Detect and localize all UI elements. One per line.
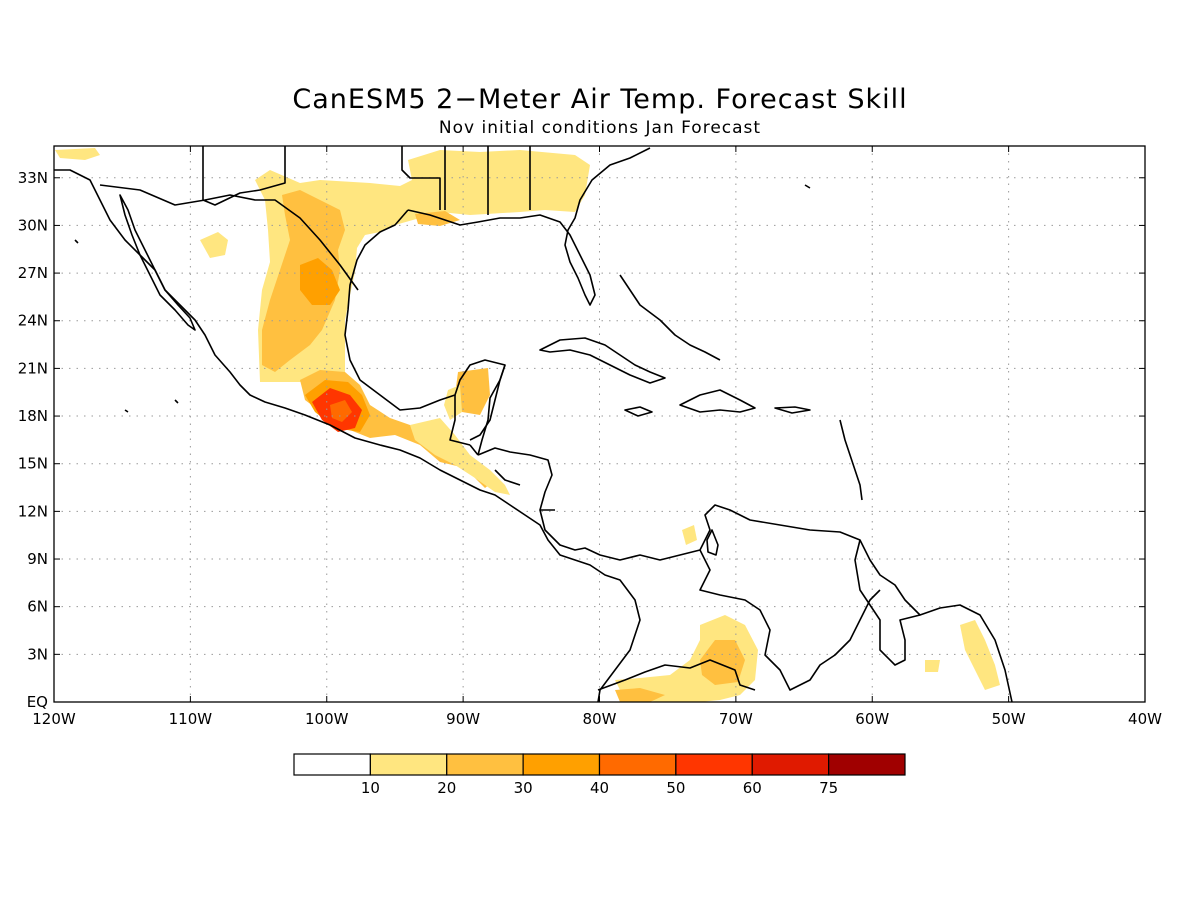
colorbar-label: 20 [437,779,456,797]
y-tick-label: 33N [18,169,48,187]
colorbar-swatch [369,753,448,776]
coast-bahamas [619,274,721,361]
border-us-mexico [99,184,359,291]
lake-maracaibo [706,529,719,556]
colorbar-label: 40 [590,779,609,797]
coast-cuba [539,337,666,384]
y-tick-label: 21N [18,359,48,377]
coast-baja [119,194,196,331]
coast-central-america-caribbean [477,447,1013,702]
axes: 120W 110W 100W 90W 80W 70W 60W 50W 40W EQ 3N 6N 9N 12… [18,146,1162,728]
coast-yucatan-east [477,364,506,456]
border-south-america [699,539,921,691]
coast-jamaica [624,406,653,417]
colorbar-swatch [751,753,830,776]
map-title: CanESM5 2−Meter Air Temp. Forecast Skill [292,84,908,115]
skill-region-colombia-core [700,640,745,685]
skill-region-yucatan-yellow [444,385,462,420]
y-tick-label: 18N [18,407,48,425]
skill-region-colombia-south [615,688,665,702]
y-tick-label: 9N [27,550,48,568]
colorbar-swatch [828,753,906,776]
coast-us-gulf [407,147,651,306]
x-tick-label: 120W [32,710,76,728]
x-tick-label: 60W [855,710,889,728]
colorbar-label: 50 [666,779,685,797]
coast-hispaniola [679,389,756,413]
coast-gulf-of-mexico [344,209,506,441]
colorbar-swatch [446,753,524,776]
skill-region-yucatan [455,368,490,415]
x-tick-label: 100W [305,710,349,728]
colorbar-label: 75 [819,779,838,797]
coastline-layer [54,146,1013,702]
colorbar-label: 10 [361,779,380,797]
coast-lesser-antilles [839,419,863,501]
x-tick-label: 40W [1128,710,1162,728]
colorbar-swatch [522,753,601,776]
coast-small-islands [74,184,811,413]
skill-region-guiana [960,620,1000,690]
border-us-states [202,146,531,215]
colorbar-swatch [293,753,371,776]
skill-region-texas-louisiana [200,232,228,258]
skill-region-guatemala-honduras [410,418,510,495]
x-tick-label: 50W [992,710,1026,728]
colorbar-swatch [598,753,677,776]
x-tick-label: 90W [446,710,480,728]
border-colombia-peru [597,659,756,691]
x-tick-label: 110W [169,710,213,728]
y-tick-label: 15N [18,455,48,473]
skill-fill-layer [55,148,1000,702]
y-tick-label: 27N [18,264,48,282]
colorbar-label: 60 [743,779,762,797]
skill-region-central-mexico-core [300,258,340,305]
x-tick-label: 70W [719,710,753,728]
y-tick-label: 24N [18,312,48,330]
map-subtitle: Nov initial conditions Jan Forecast [438,118,762,138]
colorbar-swatch [675,753,753,776]
border-central-america [449,395,555,511]
coast-puerto-rico [774,406,811,414]
skill-region-northern-mexico [255,150,590,382]
x-tick-label: 80W [583,710,617,728]
y-tick-label: 12N [18,502,48,520]
skill-region-southeast-us [55,148,100,160]
colorbar: 10 20 30 40 50 60 75 [293,753,906,797]
y-tick-label: 30N [18,216,48,234]
colorbar-label: 30 [514,779,533,797]
y-tick-label: 3N [27,645,48,663]
skill-region-guiana-small [925,660,940,672]
y-tick-label: 6N [27,598,48,616]
y-tick-label: EQ [27,693,48,711]
skill-region-venezuela-spot [682,525,697,545]
